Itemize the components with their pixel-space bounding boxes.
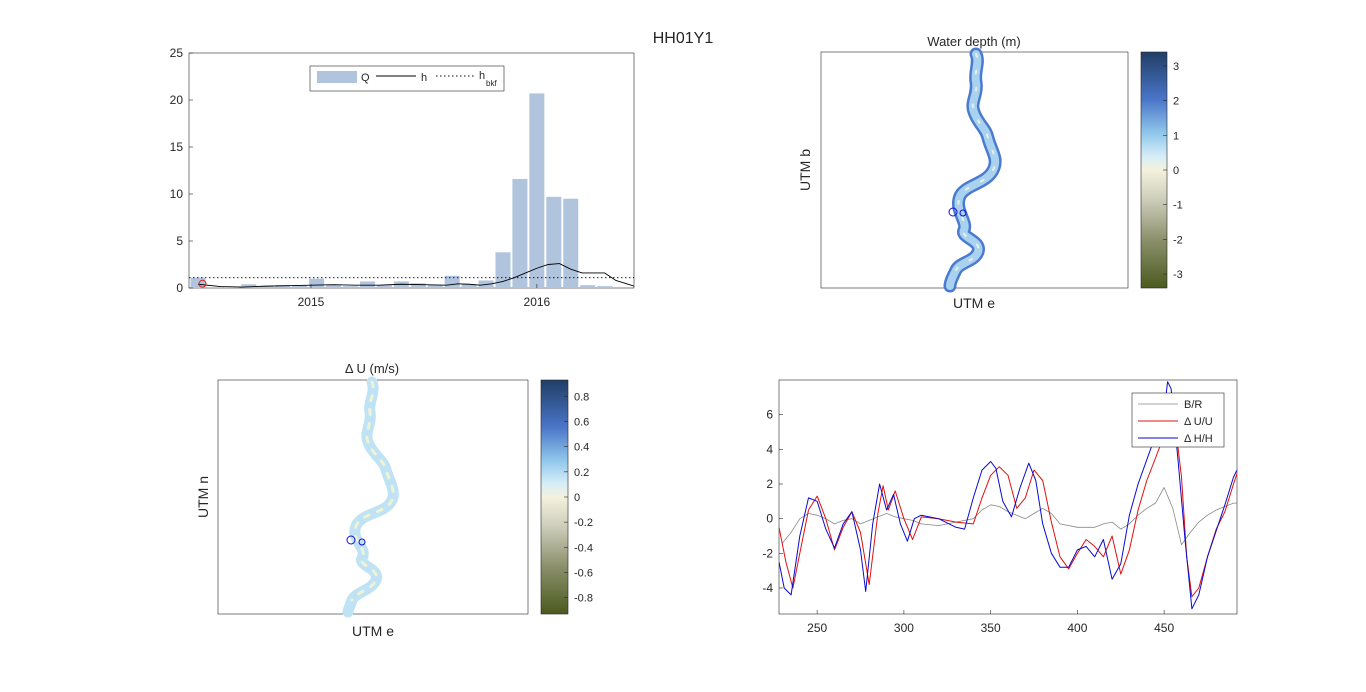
legend-du-label: Δ U/U xyxy=(1184,416,1213,428)
discharge-bar xyxy=(292,285,308,288)
velocity-colorbar xyxy=(540,379,569,615)
water-depth-river-shallows xyxy=(955,53,997,271)
colorbar-tick-label: -0.2 xyxy=(574,517,593,529)
water-depth-point-marker-left xyxy=(948,207,958,217)
colorbar-tick-label: 3 xyxy=(1173,61,1179,73)
colorbar-tick-label: 0 xyxy=(1173,165,1179,177)
x-tick-label: 250 xyxy=(807,621,827,635)
colorbar-tick-label: -0.4 xyxy=(574,542,593,554)
x-tick-label: 2015 xyxy=(298,295,325,309)
colorbar-tick-label: 0.8 xyxy=(574,391,589,403)
discharge-bar xyxy=(326,285,342,288)
y-tick-label: 10 xyxy=(170,187,184,201)
figure-title: HH01Y1 xyxy=(653,30,714,47)
hydrograph-y-ticks: 0 5 10 15 20 25 xyxy=(170,46,193,295)
profiles-y-ticks: -4 -2 0 2 4 6 xyxy=(762,408,783,595)
colorbar-tick-label: -0.6 xyxy=(574,567,593,579)
legend-dh-label: Δ H/H xyxy=(1184,433,1213,445)
discharge-bar xyxy=(343,286,359,288)
legend-hbkf-subscript: bkf xyxy=(486,79,497,88)
colorbar-tick-label: -0.8 xyxy=(574,593,593,605)
water-depth-title: Water depth (m) xyxy=(927,34,1020,49)
y-tick-label: 5 xyxy=(176,234,183,248)
x-tick-label: 2016 xyxy=(524,295,551,309)
y-tick-label: 6 xyxy=(766,408,773,422)
water-depth-ylabel: UTM b xyxy=(797,149,813,191)
profile-series-line xyxy=(779,381,1237,610)
y-tick-label: 0 xyxy=(766,512,773,526)
discharge-bar xyxy=(258,286,274,288)
discharge-bar xyxy=(563,198,579,288)
water-depth-river-body xyxy=(946,50,1000,290)
velocity-ylabel: UTM n xyxy=(195,476,211,518)
x-tick-label: 350 xyxy=(981,621,1001,635)
x-tick-label: 300 xyxy=(894,621,914,635)
hydrograph-h-line xyxy=(197,263,634,288)
velocity-river-texture xyxy=(350,380,395,602)
velocity-point-marker-left xyxy=(346,535,356,545)
y-tick-label: -4 xyxy=(762,581,773,595)
profiles-panel: -4 -2 0 2 4 6 250 300 350 400 450 B/R Δ U/U Δ H/H xyxy=(762,379,1238,635)
hydrograph-bars xyxy=(190,93,613,288)
profiles-legend: B/R Δ U/U Δ H/H xyxy=(1131,392,1225,448)
hydrograph-panel: 0 5 10 15 20 25 2015 2016 Q h h bkf xyxy=(170,46,635,309)
discharge-bar xyxy=(529,93,545,288)
discharge-bar xyxy=(580,285,596,288)
colorbar-tick-label: 0 xyxy=(574,492,580,504)
water-depth-colorbar-ticks: 3 2 1 0 -1 -2 -3 xyxy=(1163,61,1183,281)
discharge-bar xyxy=(309,278,325,288)
hydrograph-current-marker xyxy=(198,279,207,288)
y-tick-label: 4 xyxy=(766,442,773,456)
discharge-bar xyxy=(393,281,409,288)
water-depth-point-marker-right xyxy=(959,209,967,217)
water-depth-panel: Water depth (m) UTM e UTM b 3 2 1 0 -1 -2 -3 xyxy=(797,34,1183,311)
discharge-bar xyxy=(546,196,562,288)
x-tick-label: 450 xyxy=(1154,621,1174,635)
discharge-bar xyxy=(207,287,223,288)
discharge-bar xyxy=(359,281,375,288)
colorbar-tick-label: 0.6 xyxy=(574,417,589,429)
discharge-bar xyxy=(190,277,206,288)
profiles-x-ticks: 250 300 350 400 450 xyxy=(807,610,1174,635)
discharge-bar xyxy=(241,284,257,288)
legend-br-label: B/R xyxy=(1184,399,1202,411)
velocity-title: Δ U (m/s) xyxy=(345,361,399,376)
discharge-bar xyxy=(376,285,392,288)
water-depth-xlabel: UTM e xyxy=(953,295,995,311)
legend-q-label: Q xyxy=(361,72,370,84)
discharge-bar xyxy=(512,178,528,288)
legend-hbkf-label: h xyxy=(479,70,485,82)
discharge-bar xyxy=(427,285,443,288)
discharge-bar xyxy=(410,283,426,288)
y-tick-label: 20 xyxy=(170,93,184,107)
colorbar-tick-label: 2 xyxy=(1173,96,1179,108)
velocity-xlabel: UTM e xyxy=(352,623,394,639)
y-tick-label: 25 xyxy=(170,46,184,60)
discharge-bar xyxy=(597,286,613,288)
colorbar-tick-label: -2 xyxy=(1173,234,1183,246)
discharge-bar xyxy=(275,285,291,288)
water-depth-colorbar xyxy=(1140,51,1168,289)
y-tick-label: 2 xyxy=(766,477,773,491)
y-tick-label: -2 xyxy=(762,546,773,560)
hydrograph-x-ticks: 2015 2016 xyxy=(298,284,551,309)
discharge-bar xyxy=(495,252,511,288)
hydrograph-legend: Q h h bkf xyxy=(309,65,505,92)
colorbar-tick-label: -1 xyxy=(1173,200,1183,212)
x-tick-label: 400 xyxy=(1067,621,1087,635)
discharge-bar xyxy=(461,284,477,288)
profile-series-line xyxy=(782,487,1237,546)
y-tick-label: 0 xyxy=(176,281,183,295)
velocity-point-marker-right xyxy=(358,538,366,546)
colorbar-tick-label: 0.2 xyxy=(574,467,589,479)
y-tick-label: 15 xyxy=(170,140,184,154)
colorbar-tick-label: 0.4 xyxy=(574,442,589,454)
colorbar-tick-label: -3 xyxy=(1173,269,1183,281)
legend-h-label: h xyxy=(421,72,427,84)
velocity-panel: Δ U (m/s) UTM e UTM n 0.8 0.6 0.4 0.2 0 -0.2 -… xyxy=(195,361,593,639)
legend-q-swatch xyxy=(317,71,357,83)
velocity-colorbar-ticks: 0.8 0.6 0.4 0.2 0 -0.2 -0.4 -0.6 -0.8 xyxy=(564,391,593,605)
colorbar-tick-label: 1 xyxy=(1173,130,1179,142)
